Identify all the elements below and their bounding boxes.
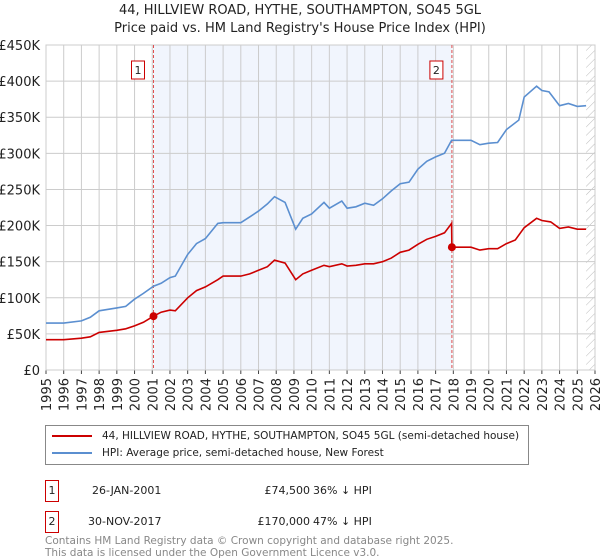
x-tick-label: 2020 [483, 378, 498, 411]
sale-delta: 47% ↓ HPI [313, 515, 372, 528]
x-tick-label: 2024 [554, 378, 569, 411]
x-tick-label: 2002 [164, 378, 179, 411]
sale-delta: 36% ↓ HPI [313, 484, 372, 497]
legend: 44, HILLVIEW ROAD, HYTHE, SOUTHAMPTON, S… [45, 425, 529, 465]
series-line [46, 85, 587, 324]
x-tick-label: 2004 [199, 378, 214, 411]
x-tick-label: 1996 [58, 378, 73, 411]
x-tick-label: 2008 [270, 378, 285, 411]
price-chart: £0 £50K £100K £150K £200K £250K £300K £350K £400… [0, 39, 600, 411]
annotation-label: 1 [134, 64, 141, 77]
annotation-box [429, 60, 444, 80]
x-tick-label: 2014 [376, 378, 391, 411]
x-tick-label: 2018 [447, 378, 462, 411]
sale-row-2: 2 30-NOV-2017 £170,000 47% ↓ HPI [45, 511, 445, 533]
legend-item-property: 44, HILLVIEW ROAD, HYTHE, SOUTHAMPTON, S… [52, 430, 519, 442]
sale-marker-box: 2 [45, 511, 59, 533]
y-tick-label: £450K [0, 39, 40, 54]
y-tick-label: £250K [0, 183, 40, 198]
x-tick-label: 2017 [430, 378, 445, 411]
plot-frame [45, 44, 596, 371]
x-tick-label: 1995 [40, 378, 55, 411]
x-tick-label: 2007 [253, 378, 268, 411]
x-tick-label: 2001 [146, 378, 161, 411]
y-tick-label: £150K [0, 256, 40, 271]
sale-date: 26-JAN-2001 [92, 484, 162, 497]
series-line [46, 217, 587, 341]
sale-price: £170,000 [257, 515, 311, 528]
x-tick-label: 2005 [217, 378, 232, 411]
sale-date: 30-NOV-2017 [88, 515, 162, 528]
y-tick-label: £350K [0, 111, 40, 126]
x-tick-label: 2011 [323, 378, 338, 411]
legend-label-property: 44, HILLVIEW ROAD, HYTHE, SOUTHAMPTON, S… [102, 430, 520, 442]
x-tick-label: 2009 [288, 378, 303, 411]
sale-marker-box: 1 [45, 480, 59, 502]
x-tick-label: 2022 [518, 378, 533, 411]
x-tick-label: 2019 [465, 378, 480, 411]
x-tick-label: 2006 [235, 378, 250, 411]
x-tick-label: 2021 [500, 378, 515, 411]
x-tick-label: 2015 [394, 378, 409, 411]
chart-title: 44, HILLVIEW ROAD, HYTHE, SOUTHAMPTON, S… [118, 3, 482, 18]
annotation-label: 2 [433, 64, 440, 77]
x-tick-label: 1997 [75, 378, 90, 411]
legend-label-hpi: HPI: Average price, semi-detached house,… [102, 447, 384, 459]
chart-subtitle: Price paid vs. HM Land Registry's House … [114, 21, 486, 36]
sale-point-marker [447, 243, 456, 252]
x-tick-label: 1998 [93, 378, 108, 411]
sale-period-shading [153, 45, 452, 370]
y-tick-label: £300K [0, 147, 40, 162]
x-tick-label: 2003 [182, 378, 197, 411]
legend-swatch-red [52, 435, 92, 437]
annotation-box [130, 60, 145, 80]
legend-swatch-blue [52, 452, 92, 454]
y-tick-label: £200K [0, 220, 40, 235]
x-tick-label: 2025 [571, 378, 586, 411]
y-tick-label: £400K [0, 75, 40, 90]
x-tick-label: 2013 [359, 378, 374, 411]
sale-point-marker [149, 312, 158, 321]
forecast-hatch [586, 45, 595, 370]
x-tick-label: 2016 [412, 378, 427, 411]
y-tick-label: £50K [7, 328, 41, 343]
legend-item-hpi: HPI: Average price, semi-detached house,… [52, 447, 384, 459]
x-tick-label: 1999 [111, 378, 126, 411]
x-tick-label: 2010 [306, 378, 321, 411]
x-tick-label: 2026 [589, 378, 600, 411]
footer-licence: This data is licensed under the Open Gov… [45, 547, 380, 559]
y-tick-label: £0 [23, 364, 40, 379]
footer-copyright: Contains HM Land Registry data © Crown c… [45, 535, 454, 547]
sale-price: £74,500 [264, 484, 311, 497]
x-tick-label: 2012 [341, 378, 356, 411]
sale-row-1: 1 26-JAN-2001 £74,500 36% ↓ HPI [45, 480, 445, 502]
y-tick-label: £100K [0, 292, 40, 307]
x-tick-label: 2023 [536, 378, 551, 411]
x-tick-label: 2000 [129, 378, 144, 411]
